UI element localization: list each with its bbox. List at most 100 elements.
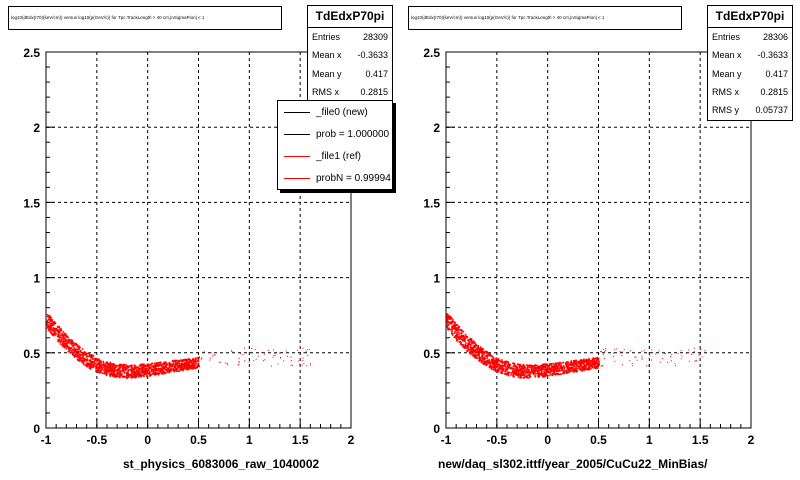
scatter-point [154, 364, 156, 367]
scatter-point [489, 363, 492, 366]
scatter-point [65, 339, 67, 342]
scatter-point [80, 351, 83, 354]
scatter-point [693, 347, 695, 349]
scatter-point [158, 364, 160, 366]
scatter-point [465, 347, 468, 349]
scatter-point [198, 356, 200, 359]
scatter-point [67, 348, 70, 351]
scatter-point [528, 368, 530, 371]
scatter-point [94, 359, 97, 361]
scatter-point [559, 369, 561, 372]
scatter-point [534, 364, 537, 366]
scatter-point [514, 365, 517, 367]
scatter-point [516, 369, 519, 372]
scatter-point [603, 357, 605, 359]
scatter-point [688, 349, 690, 351]
x-axis-title-right: new/daq_sl302.ittf/year_2005/CuCu22_MinB… [438, 457, 708, 471]
scatter-point [584, 364, 587, 367]
scatter-point [533, 367, 535, 370]
scatter-point [177, 366, 180, 368]
stats-box-right: TdEdxP70pi Entries 28306 Mean x -0.3633 Me… [707, 5, 793, 121]
scatter-point [193, 366, 196, 369]
scatter-point [78, 360, 81, 362]
scatter-point [509, 364, 511, 367]
scatter-point [87, 362, 90, 365]
scatter-point [512, 365, 515, 368]
scatter-point [183, 362, 186, 364]
scatter-point [114, 370, 117, 372]
scatter-point [573, 370, 575, 373]
scatter-point [505, 368, 507, 371]
scatter-point [533, 368, 535, 371]
scatter-point [517, 368, 519, 371]
scatter-point [290, 356, 292, 358]
scatter-point [582, 367, 585, 370]
scatter-point [184, 366, 186, 369]
scatter-point [541, 371, 543, 374]
scatter-point [138, 373, 140, 376]
scatter-point [477, 346, 480, 348]
scatter-point [568, 368, 570, 371]
scatter-point [564, 362, 567, 364]
scatter-point [506, 360, 508, 363]
scatter-point [118, 367, 121, 370]
scatter-point [558, 367, 561, 369]
scatter-point [81, 356, 84, 359]
scatter-point [108, 366, 111, 368]
scatter-point [194, 363, 196, 366]
scatter-point [510, 372, 513, 374]
scatter-point [115, 366, 117, 369]
scatter-point [154, 372, 156, 375]
scatter-point [149, 366, 152, 369]
scatter-point [95, 366, 97, 369]
scatter-point [117, 375, 120, 377]
scatter-point [141, 366, 143, 368]
scatter-point [472, 340, 475, 343]
scatter-point [584, 367, 587, 370]
scatter-point [138, 368, 141, 370]
scatter-point [542, 375, 545, 378]
scatter-point [571, 366, 573, 369]
scatter-point [107, 371, 110, 373]
scatter-point [613, 356, 615, 358]
scatter-point [553, 366, 555, 369]
scatter-point [136, 366, 139, 369]
scatter-point [530, 367, 533, 370]
scatter-point [127, 376, 130, 378]
scatter-point [515, 368, 517, 370]
scatter-point [48, 328, 50, 331]
scatter-point [99, 364, 102, 367]
scatter-point [91, 356, 94, 358]
scatter-point [494, 369, 497, 372]
scatter-point [127, 369, 130, 371]
scatter-point [114, 373, 116, 375]
scatter-point [224, 362, 226, 364]
scatter-point [489, 355, 492, 357]
scatter-point [493, 359, 496, 362]
scatter-point [193, 365, 196, 368]
scatter-point [49, 326, 51, 328]
scatter-point [471, 341, 473, 344]
scatter-point [499, 360, 502, 363]
scatter-point [88, 359, 91, 361]
scatter-point [562, 370, 565, 373]
scatter-point [578, 360, 580, 363]
scatter-point [487, 362, 490, 365]
scatter-point [272, 349, 274, 351]
scatter-point [551, 374, 554, 377]
scatter-point [554, 362, 557, 365]
scatter-point [97, 369, 99, 371]
scatter-point [557, 373, 560, 376]
scatter-point [57, 340, 59, 343]
scatter-point [153, 367, 156, 369]
scatter-point [193, 367, 196, 370]
scatter-point [182, 369, 184, 372]
scatter-point [77, 350, 80, 353]
scatter-point [569, 369, 571, 372]
scatter-point [478, 360, 480, 362]
scatter-point [98, 362, 100, 365]
scatter-point [96, 359, 99, 361]
scatter-point [535, 372, 537, 375]
scatter-point [84, 364, 87, 367]
scatter-point [91, 360, 93, 363]
